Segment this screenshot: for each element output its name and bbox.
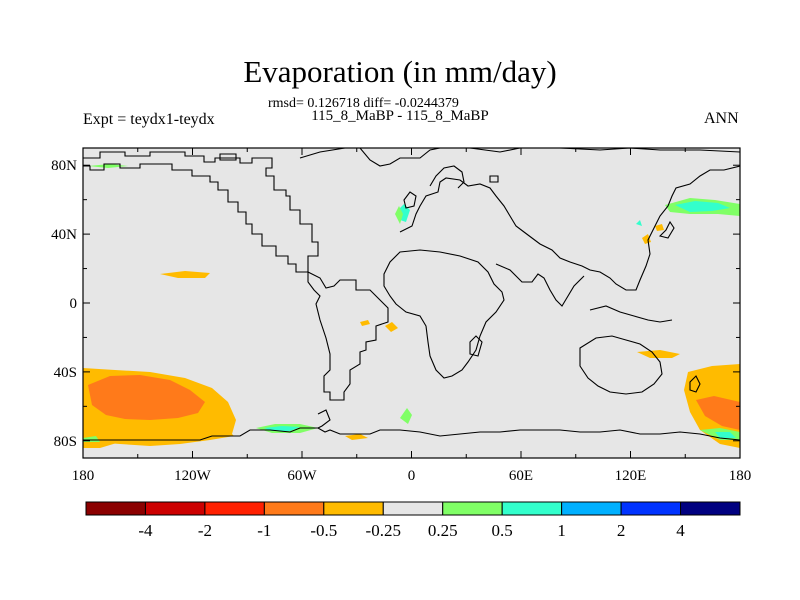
anomaly-southern-ocean-small — [345, 434, 368, 440]
chart-title: Evaporation (in mm/day) — [243, 54, 557, 89]
anomaly-pacific-edge-positive — [88, 164, 128, 168]
colorbar-swatch — [263, 501, 325, 516]
coast-scandinavia — [429, 165, 465, 189]
experiment-text: 115_8_MaBP - 115_8_MaBP — [311, 108, 489, 124]
coastlines — [83, 148, 740, 441]
coast-arctic-islands — [219, 153, 237, 161]
coast-africa — [383, 249, 505, 379]
coast-madagascar — [469, 335, 483, 357]
anomaly-antarctic-teal — [715, 432, 736, 438]
colorbar: -4 -2 -1 -0.5 -0.25 0.25 0.5 1 2 4 — [85, 501, 741, 540]
colorbar-swatch — [620, 501, 682, 516]
coast-australia — [579, 335, 663, 395]
season-label: ANN — [704, 110, 739, 127]
anomaly-south-pacific-inner — [88, 375, 205, 420]
colorbar-label: 0.25 — [428, 521, 458, 540]
coast-indonesia — [589, 305, 673, 323]
coast-hawaii — [489, 175, 499, 183]
anomaly-japan-small — [655, 224, 664, 231]
anomaly-layer — [83, 164, 740, 448]
stats-text: rmsd= 0.126718 diff= -0.0244379 — [268, 96, 459, 111]
anomaly-east-china-teal — [636, 220, 642, 226]
anomaly-tropical-pacific — [160, 271, 210, 278]
x-tick-label: 120W — [174, 468, 212, 484]
x-tick-label: 0 — [408, 468, 416, 484]
y-tick-label: 0 — [70, 296, 78, 312]
colorbar-label: -0.25 — [366, 521, 401, 540]
coast-greenland — [299, 148, 441, 167]
expt-label: Expt = teydx1-teydx — [83, 111, 215, 128]
colorbar-swatch — [204, 501, 265, 516]
colorbar-swatch — [144, 501, 206, 516]
coast-arabia — [495, 263, 585, 307]
colorbar-label: 4 — [676, 521, 685, 540]
coast-central-america — [307, 271, 389, 401]
colorbar-swatch — [561, 501, 622, 516]
colorbar-label: 1 — [557, 521, 566, 540]
axis-ticks: 180 120W 60W 0 60E 120E 180 80N 40N 0 40S 80S — [51, 148, 751, 484]
anomaly-nz-small — [637, 350, 680, 358]
anomaly-atlantic-dot — [360, 320, 370, 326]
coast-british-isles — [403, 191, 417, 209]
colorbar-swatch — [382, 501, 444, 516]
x-tick-label: 60W — [287, 468, 317, 484]
x-tick-label: 180 — [72, 468, 95, 484]
anomaly-europe-rim — [395, 206, 403, 224]
coast-eurasia — [440, 148, 740, 153]
coast-antarctic-peninsula — [317, 409, 331, 429]
colorbar-label: 0.5 — [492, 521, 513, 540]
colorbar-swatch — [501, 501, 563, 516]
y-tick-label: 40N — [51, 227, 77, 243]
colorbar-swatch — [85, 501, 146, 516]
anomaly-southeast-nz-inner — [696, 396, 740, 430]
colorbar-swatch — [680, 501, 741, 516]
y-tick-label: 80S — [54, 434, 77, 450]
colorbar-label: 2 — [617, 521, 626, 540]
colorbar-swatch — [442, 501, 503, 516]
colorbar-swatch — [323, 501, 384, 516]
anomaly-north-pacific-core — [675, 201, 730, 212]
coast-europe — [399, 165, 740, 291]
anomaly-indian-positive — [400, 408, 412, 424]
anomaly-antarctic-band — [92, 428, 234, 446]
colorbar-label: -1 — [257, 521, 271, 540]
x-tick-label: 180 — [729, 468, 752, 484]
x-tick-label: 120E — [615, 468, 647, 484]
coast-antarctica — [83, 427, 740, 441]
coast-japan — [658, 220, 675, 239]
y-tick-label: 40S — [54, 365, 77, 381]
colorbar-label: -4 — [138, 521, 153, 540]
anomaly-atlantic-small — [385, 322, 398, 332]
colorbar-label: -0.5 — [310, 521, 337, 540]
coast-north-america — [83, 151, 319, 273]
y-tick-label: 80N — [51, 158, 77, 174]
x-tick-label: 60E — [509, 468, 533, 484]
colorbar-label: -2 — [198, 521, 212, 540]
coast-new-zealand — [689, 375, 701, 393]
